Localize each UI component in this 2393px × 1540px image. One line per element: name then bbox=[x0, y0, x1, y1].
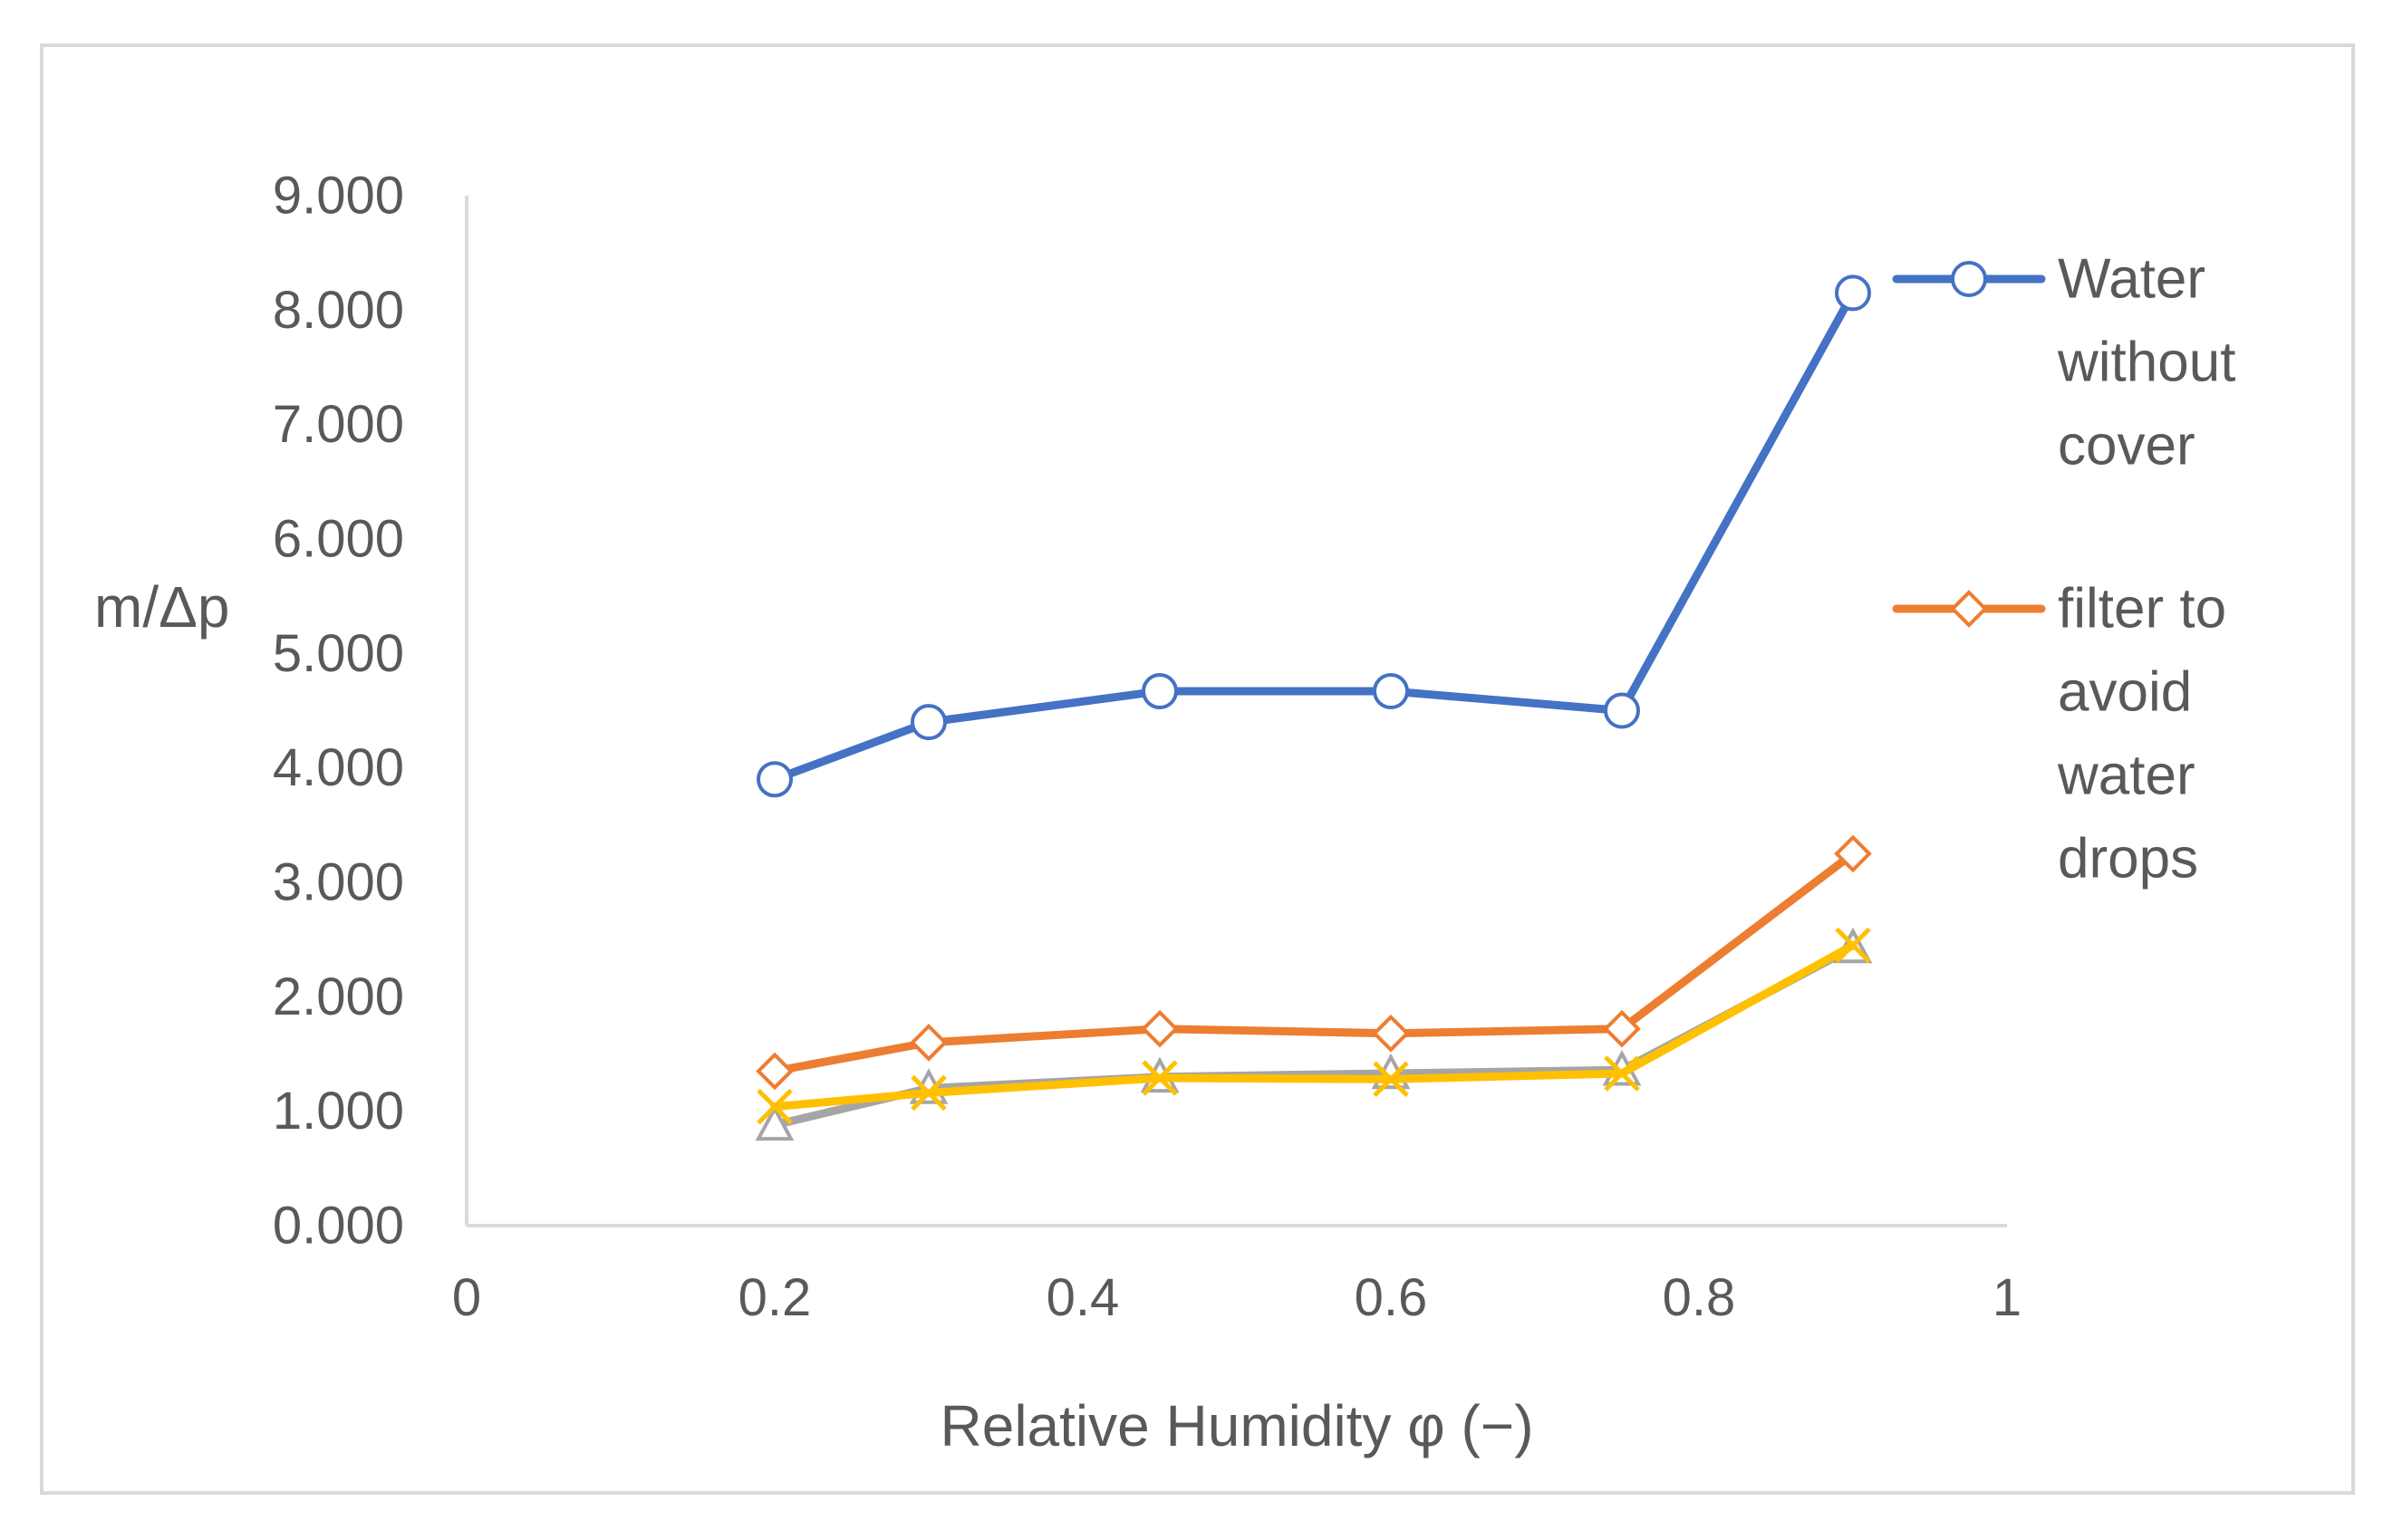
data-point bbox=[1604, 692, 1640, 729]
data-point bbox=[755, 1104, 795, 1141]
legend-label: filter to bbox=[2058, 578, 2226, 640]
legend-label: without bbox=[2057, 332, 2235, 394]
y-tick-label: 9.000 bbox=[273, 167, 404, 226]
data-point bbox=[757, 1088, 793, 1125]
series-line bbox=[770, 940, 1857, 1112]
x-tick-label: 0 bbox=[452, 1268, 481, 1327]
legend-label: water bbox=[2057, 745, 2195, 807]
data-point bbox=[1373, 673, 1409, 710]
legend-item-2: filter to avoid water drops bbox=[1892, 578, 2226, 890]
data-point bbox=[1142, 1060, 1178, 1096]
data-point bbox=[756, 1052, 794, 1091]
x-tick-label: 0.2 bbox=[738, 1268, 812, 1327]
series-line bbox=[770, 288, 1857, 784]
data-point bbox=[1835, 927, 1871, 964]
data-point bbox=[911, 704, 947, 741]
legend-label: avoid bbox=[2058, 661, 2192, 724]
x-axis-title: Relative Humidity φ (−) bbox=[941, 1393, 1534, 1458]
y-tick-label: 1.000 bbox=[273, 1082, 404, 1141]
series-1 bbox=[757, 274, 1871, 798]
data-point bbox=[1372, 1014, 1410, 1053]
y-tick-label: 5.000 bbox=[273, 624, 404, 683]
y-tick-label: 0.000 bbox=[273, 1197, 404, 1256]
data-point bbox=[910, 1024, 948, 1062]
x-tick-label: 0.4 bbox=[1047, 1268, 1120, 1327]
series-group bbox=[755, 274, 1873, 1141]
legend-label: Water bbox=[2058, 248, 2205, 311]
x-tick-label: 1 bbox=[1993, 1268, 2022, 1327]
series-4 bbox=[757, 927, 1871, 1125]
y-tick-label: 7.000 bbox=[273, 395, 404, 454]
data-point bbox=[757, 761, 793, 798]
y-tick-label: 8.000 bbox=[273, 281, 404, 340]
data-point bbox=[1835, 274, 1871, 312]
data-point bbox=[1141, 1009, 1179, 1048]
data-point bbox=[1834, 834, 1872, 873]
data-point bbox=[911, 1074, 947, 1112]
series-line bbox=[770, 849, 1857, 1075]
y-tick-label: 6.000 bbox=[273, 510, 404, 569]
data-point bbox=[1604, 1055, 1640, 1092]
legend-label: drops bbox=[2058, 828, 2198, 890]
data-point bbox=[1603, 1009, 1641, 1048]
series-2 bbox=[756, 834, 1872, 1091]
y-axis-title: m/Δp bbox=[94, 574, 229, 640]
data-point bbox=[1373, 1061, 1409, 1098]
legend-item-1: Water without cover bbox=[1892, 248, 2235, 477]
legend: Water without cover filter to avoid water drop… bbox=[1892, 248, 2235, 890]
legend-swatch-marker bbox=[1950, 590, 1988, 628]
data-point bbox=[1142, 673, 1178, 710]
x-tick-label: 0.6 bbox=[1355, 1268, 1428, 1327]
y-tick-label: 3.000 bbox=[273, 853, 404, 912]
y-tick-label: 2.000 bbox=[273, 967, 404, 1026]
legend-label: cover bbox=[2058, 415, 2195, 477]
x-tick-label: 0.8 bbox=[1663, 1268, 1736, 1327]
axes: 0.000 1.000 2.000 3.000 4.000 5.000 6.000 7.000… bbox=[94, 167, 2022, 1459]
y-tick-label: 4.000 bbox=[273, 738, 404, 797]
legend-swatch-marker bbox=[1951, 261, 1987, 297]
